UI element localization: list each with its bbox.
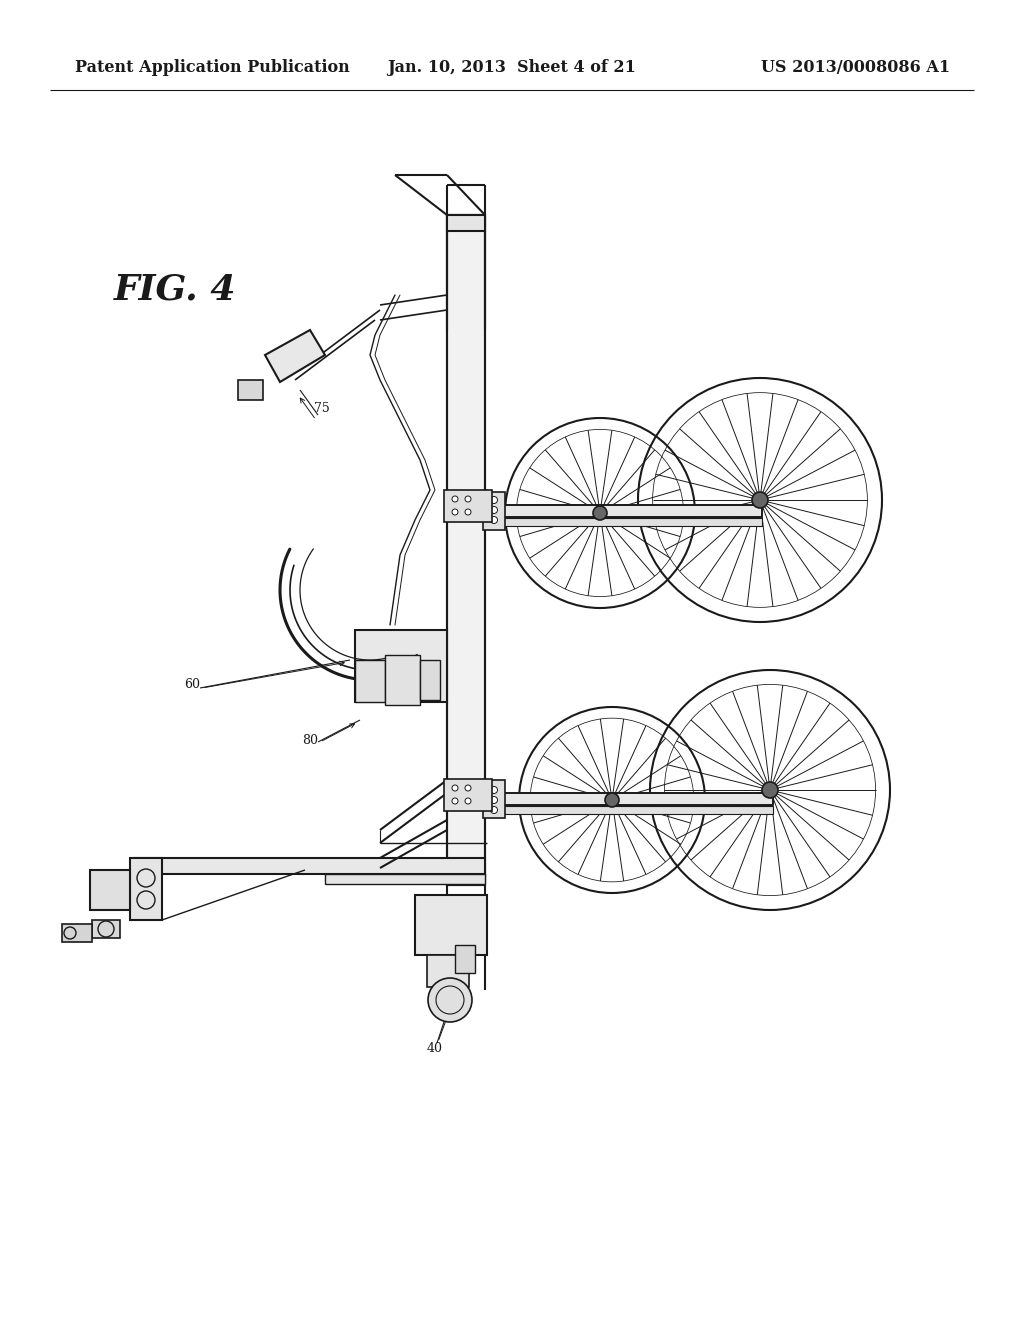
Bar <box>447 215 485 884</box>
Bar <box>62 924 92 942</box>
Circle shape <box>452 799 458 804</box>
Text: Jan. 10, 2013  Sheet 4 of 21: Jan. 10, 2013 Sheet 4 of 21 <box>387 59 637 77</box>
Bar <box>420 660 440 700</box>
Bar <box>385 655 420 705</box>
Bar <box>444 490 492 521</box>
Circle shape <box>490 807 498 813</box>
Bar <box>487 793 773 805</box>
Bar <box>487 506 762 517</box>
Circle shape <box>465 496 471 502</box>
Text: 60: 60 <box>184 677 200 690</box>
Polygon shape <box>265 330 325 381</box>
Text: 75: 75 <box>314 401 330 414</box>
Circle shape <box>452 496 458 502</box>
Circle shape <box>762 781 778 799</box>
Bar <box>238 380 263 400</box>
Circle shape <box>490 516 498 524</box>
Bar <box>455 945 475 973</box>
Circle shape <box>605 793 618 807</box>
Circle shape <box>490 796 498 804</box>
Text: Patent Application Publication: Patent Application Publication <box>75 59 350 77</box>
Bar <box>325 874 485 884</box>
Circle shape <box>452 510 458 515</box>
Bar <box>355 660 385 702</box>
Circle shape <box>752 492 768 508</box>
Text: US 2013/0008086 A1: US 2013/0008086 A1 <box>761 59 950 77</box>
Bar <box>444 779 492 810</box>
Circle shape <box>465 785 471 791</box>
Bar <box>447 215 485 884</box>
Circle shape <box>465 510 471 515</box>
Bar <box>487 807 773 814</box>
Bar <box>130 858 162 920</box>
Bar <box>90 870 130 909</box>
Circle shape <box>465 799 471 804</box>
Text: 40: 40 <box>427 1041 443 1055</box>
Bar <box>355 630 447 702</box>
Bar <box>427 954 469 987</box>
Circle shape <box>490 496 498 503</box>
Bar <box>487 517 762 525</box>
Text: 80: 80 <box>302 734 318 747</box>
Circle shape <box>452 785 458 791</box>
Bar <box>483 492 505 531</box>
Text: FIG. 4: FIG. 4 <box>114 273 237 308</box>
Circle shape <box>490 507 498 513</box>
Bar <box>447 215 485 231</box>
Circle shape <box>428 978 472 1022</box>
Bar <box>483 780 505 818</box>
Circle shape <box>490 787 498 793</box>
Bar <box>135 858 485 874</box>
Bar <box>415 895 487 954</box>
Circle shape <box>593 506 607 520</box>
Bar <box>92 920 120 939</box>
